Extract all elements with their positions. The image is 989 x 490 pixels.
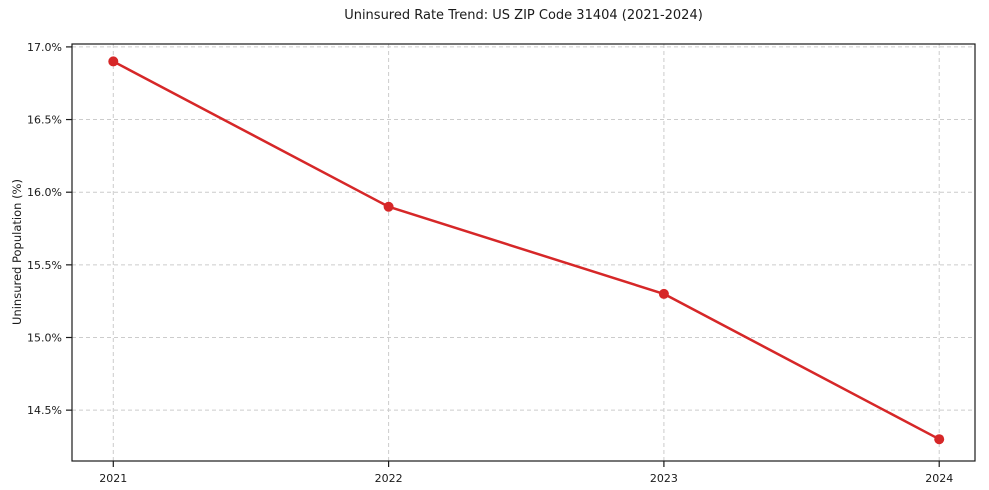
data-point (658, 288, 669, 299)
chart-title: Uninsured Rate Trend: US ZIP Code 31404 … (344, 8, 703, 23)
y-tick-label: 15.0% (27, 331, 62, 344)
x-tick-label: 2023 (650, 472, 678, 485)
x-tick-label: 2021 (99, 472, 127, 485)
trend-line (112, 60, 941, 441)
x-tick-label: 2022 (375, 472, 403, 485)
data-point (108, 56, 119, 67)
y-tick-label: 16.5% (27, 114, 62, 127)
y-tick-label: 15.5% (27, 259, 62, 272)
y-tick-label: 17.0% (27, 41, 62, 54)
data-point (934, 434, 945, 445)
x-tick-label: 2024 (925, 472, 953, 485)
y-tick-label: 16.0% (27, 186, 62, 199)
axes-frame (71, 43, 976, 462)
y-tick-label: 14.5% (27, 404, 62, 417)
data-point (383, 201, 394, 212)
